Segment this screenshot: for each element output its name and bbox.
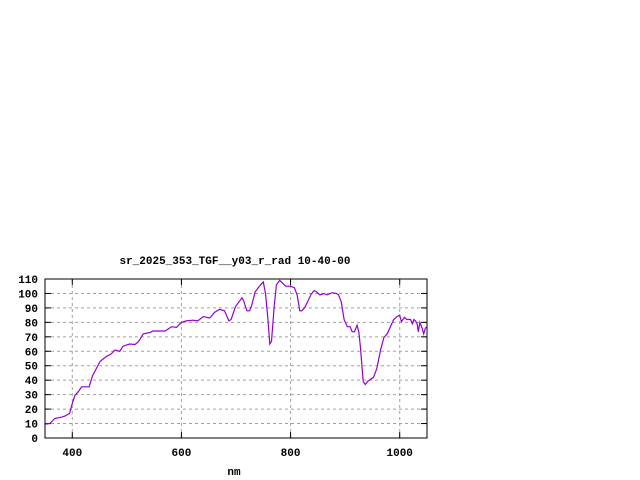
series-group xyxy=(44,279,428,425)
y-tick-label: 40 xyxy=(25,376,38,388)
y-tick-label: 110 xyxy=(18,275,38,287)
x-tick-label: 400 xyxy=(62,448,82,460)
grid xyxy=(45,279,427,438)
chart-title: sr_2025_353_TGF__y03_r_rad 10-40-00 xyxy=(119,256,350,268)
y-tick-label: 90 xyxy=(25,304,38,316)
y-tick-label: 80 xyxy=(25,318,38,330)
axes: 0 10 20 30 40 50 60 70 80 90 100 110 400 600 800 1000 xyxy=(18,275,428,460)
y-tick-label: 10 xyxy=(25,420,38,432)
y-tick-label: 50 xyxy=(25,362,38,374)
y-tick-label: 30 xyxy=(25,391,38,403)
y-tick-label: 100 xyxy=(18,289,38,301)
x-axis-label: nm xyxy=(227,467,241,479)
x-tick-label: 800 xyxy=(281,448,301,460)
plot-border xyxy=(44,278,428,439)
y-tick-label: 70 xyxy=(25,333,38,345)
y-tick-label: 20 xyxy=(25,405,38,417)
y-tick-label: 0 xyxy=(31,434,38,446)
series-line xyxy=(44,279,428,425)
x-tick-label: 600 xyxy=(172,448,192,460)
x-tick-label: 1000 xyxy=(387,448,413,460)
y-tick-label: 60 xyxy=(25,347,38,359)
